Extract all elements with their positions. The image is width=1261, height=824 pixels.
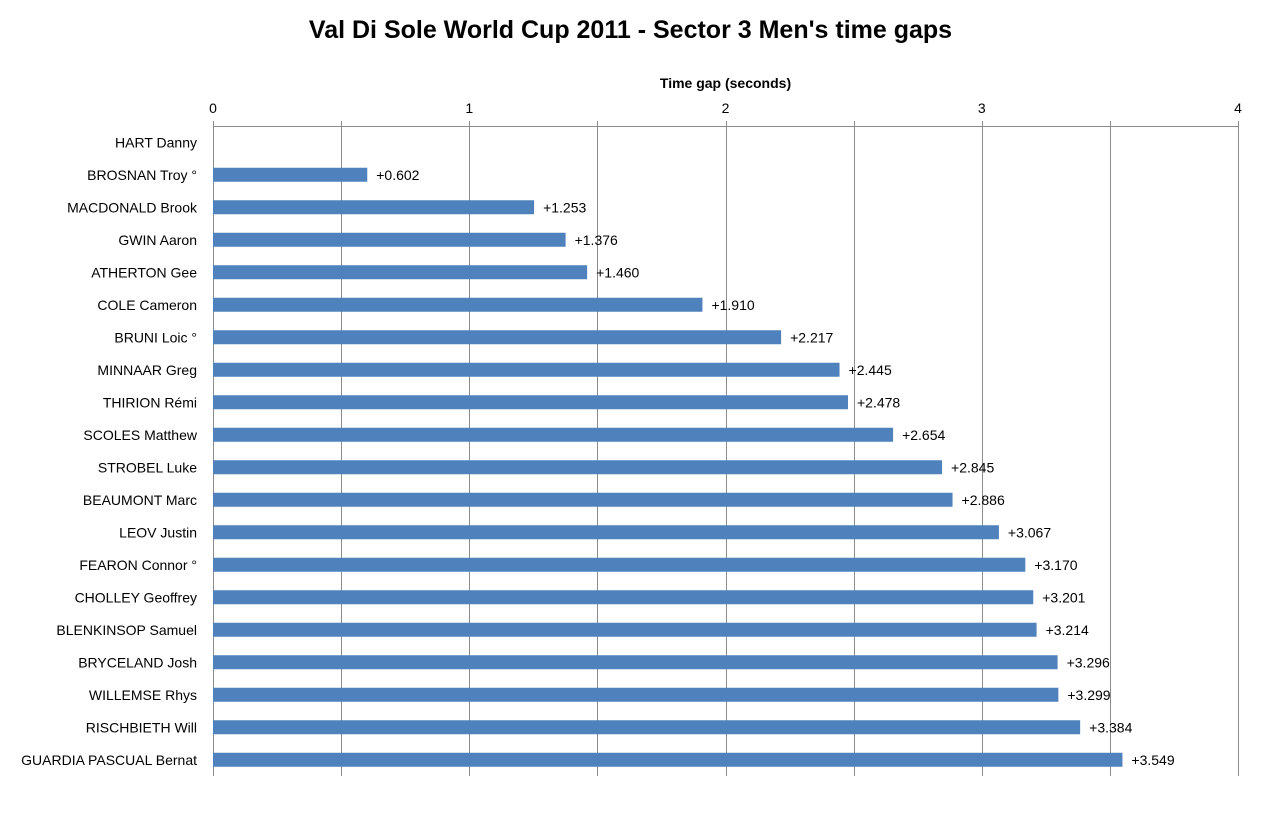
data-label: +3.170 [1034,557,1077,573]
data-label: +2.478 [857,394,900,410]
category-label: WILLEMSE Rhys [89,687,197,703]
data-label: +1.460 [596,264,639,280]
bar [213,265,588,280]
category-label: SCOLES Matthew [83,427,197,443]
bar [213,200,535,215]
data-label: +0.602 [376,167,419,183]
data-label: +2.886 [962,492,1005,508]
category-label: FEARON Connor ° [79,557,197,573]
category-label: BROSNAN Troy ° [87,167,197,183]
x-axis: Time gap (seconds) 0 1 2 3 4 [209,75,1242,127]
x-tick-label: 3 [978,100,986,116]
data-label: +3.067 [1008,524,1051,540]
bar [213,460,943,475]
data-label: +2.445 [849,362,892,378]
bars [213,167,1123,767]
bar [213,232,566,247]
x-axis-title: Time gap (seconds) [660,75,791,91]
bar [213,655,1058,670]
bar [213,362,840,377]
category-label: RISCHBIETH Will [86,719,197,735]
labels: HART Danny BROSNAN Troy ° +0.602 MACDONALD … [21,134,1175,768]
category-label: LEOV Justin [119,524,197,540]
bar [213,687,1059,702]
x-tick-label: 4 [1234,100,1242,116]
category-label: GWIN Aaron [118,232,197,248]
category-label: THIRION Rémi [103,394,197,410]
x-tick-label: 2 [722,100,730,116]
bar [213,720,1081,735]
bar [213,557,1026,572]
category-label: ATHERTON Gee [91,264,197,280]
data-label: +3.296 [1067,654,1110,670]
bar [213,492,953,507]
bar [213,590,1034,605]
data-label: +3.299 [1067,687,1110,703]
bar [213,525,999,540]
category-label: GUARDIA PASCUAL Bernat [21,752,197,768]
category-label: CHOLLEY Geoffrey [75,589,197,605]
x-tick-label: 1 [465,100,473,116]
bar [213,330,782,345]
data-label: +2.217 [790,329,833,345]
data-label: +3.549 [1131,752,1174,768]
category-label: HART Danny [115,134,197,150]
category-label: BRUNI Loic ° [114,329,197,345]
category-label: STROBEL Luke [98,459,197,475]
category-label: MACDONALD Brook [67,199,198,215]
bar [213,752,1123,767]
category-label: BLENKINSOP Samuel [56,622,197,638]
data-label: +1.253 [543,199,586,215]
chart-title: Val Di Sole World Cup 2011 - Sector 3 Me… [308,16,953,44]
data-label: +3.201 [1042,589,1085,605]
bar [213,167,368,182]
data-label: +3.384 [1089,719,1132,735]
data-label: +2.845 [951,459,994,475]
category-label: BRYCELAND Josh [78,654,197,670]
data-label: +1.910 [711,297,754,313]
category-label: MINNAAR Greg [97,362,197,378]
data-label: +1.376 [575,232,618,248]
bar [213,622,1037,637]
bar [213,427,894,442]
data-label: +3.214 [1046,622,1089,638]
bar [213,297,703,312]
category-label: COLE Cameron [97,297,197,313]
bar [213,395,848,410]
gridlines [213,126,1239,776]
category-label: BEAUMONT Marc [83,492,197,508]
data-label: +2.654 [902,427,945,443]
x-tick-label: 0 [209,100,217,116]
